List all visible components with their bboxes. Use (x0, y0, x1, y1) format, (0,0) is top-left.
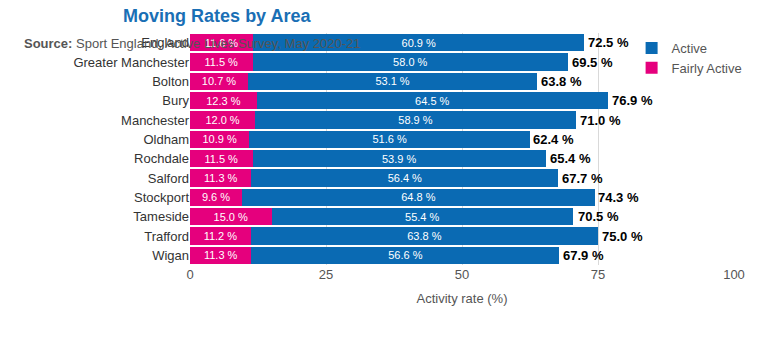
svg-text:Fairly Active: Fairly Active (672, 61, 742, 76)
svg-text:25: 25 (319, 267, 333, 282)
svg-text:60.9 %: 60.9 % (402, 37, 436, 49)
svg-text:12.0 %: 12.0 % (205, 114, 239, 126)
svg-text:11.2 %: 11.2 % (204, 230, 238, 242)
svg-text:Bolton: Bolton (152, 74, 189, 89)
svg-text:50: 50 (455, 267, 469, 282)
svg-text:72.5 %: 72.5 % (588, 35, 629, 50)
svg-text:Greater Manchester: Greater Manchester (73, 55, 189, 70)
svg-text:62.4 %: 62.4 % (533, 132, 574, 147)
svg-text:Rochdale: Rochdale (134, 151, 189, 166)
svg-text:Source: Sport England, Active: Source: Sport England, Active Lives Surv… (24, 36, 361, 51)
svg-text:Moving Rates by Area: Moving Rates by Area (123, 6, 311, 26)
svg-text:75: 75 (591, 267, 605, 282)
svg-text:Stockport: Stockport (134, 190, 189, 205)
svg-text:11.5 %: 11.5 % (204, 56, 238, 68)
svg-text:64.8 %: 64.8 % (401, 191, 435, 203)
svg-text:63.8 %: 63.8 % (407, 230, 441, 242)
svg-text:Manchester: Manchester (121, 113, 190, 128)
svg-text:11.3 %: 11.3 % (204, 249, 238, 261)
svg-text:Tameside: Tameside (133, 209, 189, 224)
svg-text:Oldham: Oldham (143, 132, 189, 147)
svg-text:0: 0 (186, 267, 193, 282)
svg-text:56.4 %: 56.4 % (388, 172, 422, 184)
svg-text:76.9 %: 76.9 % (612, 93, 653, 108)
svg-text:67.7 %: 67.7 % (562, 171, 603, 186)
svg-text:11.6 %: 11.6 % (205, 37, 239, 49)
svg-text:11.3 %: 11.3 % (204, 172, 238, 184)
svg-text:65.4 %: 65.4 % (550, 151, 591, 166)
svg-text:56.6 %: 56.6 % (388, 249, 422, 261)
svg-text:75.0 %: 75.0 % (602, 229, 643, 244)
svg-text:10.9 %: 10.9 % (202, 133, 236, 145)
svg-text:Salford: Salford (148, 171, 189, 186)
svg-text:58.0 %: 58.0 % (393, 56, 427, 68)
svg-text:69.5 %: 69.5 % (572, 55, 613, 70)
svg-text:67.9 %: 67.9 % (563, 248, 604, 263)
svg-text:9.6 %: 9.6 % (202, 191, 230, 203)
svg-text:70.5 %: 70.5 % (578, 209, 619, 224)
svg-text:63.8 %: 63.8 % (541, 74, 582, 89)
svg-text:74.3 %: 74.3 % (598, 190, 639, 205)
svg-text:12.3 %: 12.3 % (206, 95, 240, 107)
svg-text:Bury: Bury (162, 93, 189, 108)
svg-text:Trafford: Trafford (144, 229, 189, 244)
svg-text:64.5 %: 64.5 % (415, 95, 449, 107)
svg-text:51.6 %: 51.6 % (372, 133, 406, 145)
svg-text:100: 100 (723, 267, 745, 282)
svg-text:England: England (141, 35, 189, 50)
svg-text:Active: Active (672, 41, 707, 56)
svg-text:71.0 %: 71.0 % (580, 113, 621, 128)
svg-text:58.9 %: 58.9 % (398, 114, 432, 126)
svg-text:53.9 %: 53.9 % (382, 153, 416, 165)
svg-text:Wigan: Wigan (152, 248, 189, 263)
svg-text:15.0 %: 15.0 % (214, 211, 248, 223)
svg-text:53.1 %: 53.1 % (375, 75, 409, 87)
svg-text:55.4 %: 55.4 % (405, 211, 439, 223)
svg-text:Activity rate (%): Activity rate (%) (416, 291, 507, 306)
svg-text:10.7 %: 10.7 % (202, 75, 236, 87)
svg-text:11.5 %: 11.5 % (204, 153, 238, 165)
